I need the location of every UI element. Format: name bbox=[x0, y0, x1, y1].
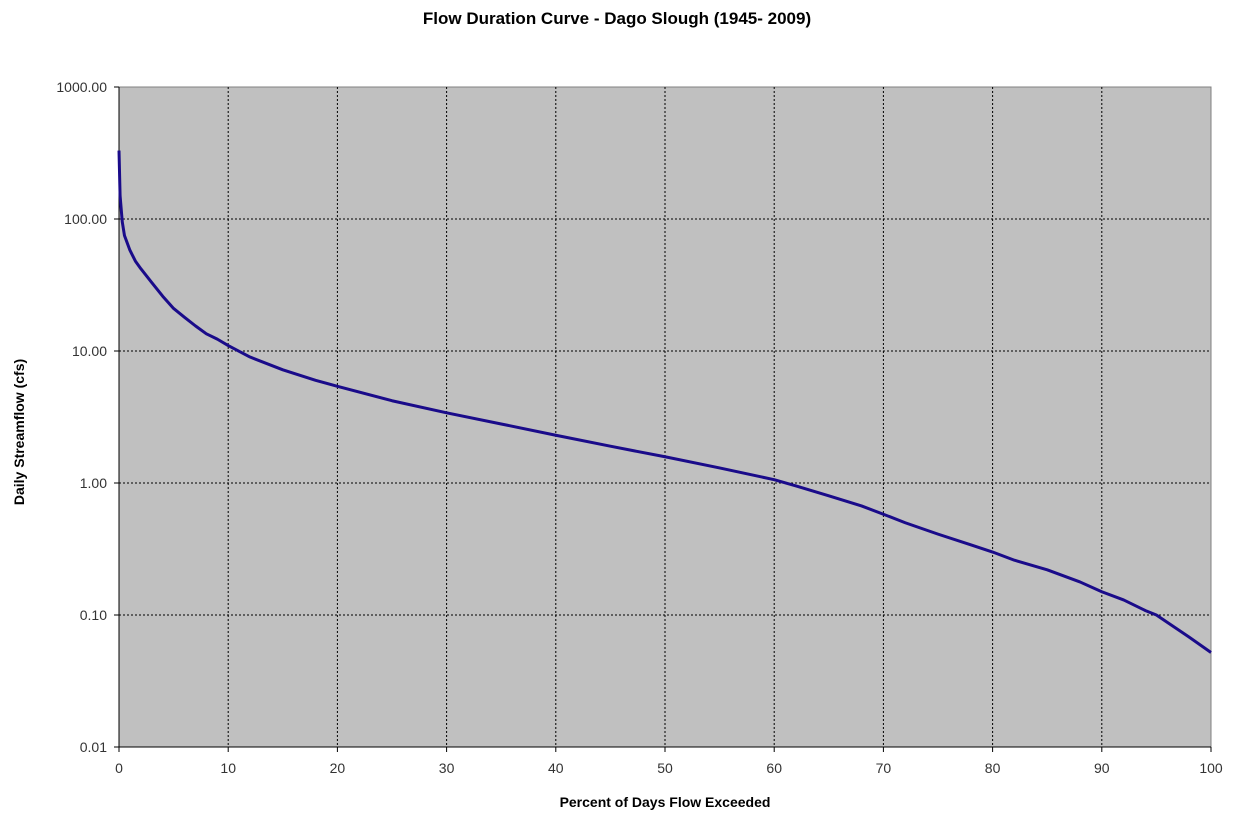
chart-title: Flow Duration Curve - Dago Slough (1945-… bbox=[423, 9, 811, 28]
x-tick-label: 20 bbox=[330, 760, 346, 776]
y-tick-label: 0.10 bbox=[80, 607, 107, 623]
y-tick-label: 100.00 bbox=[64, 211, 107, 227]
x-tick-label: 50 bbox=[657, 760, 673, 776]
series-line-0 bbox=[117, 150, 1212, 654]
x-tick-label: 0 bbox=[115, 760, 123, 776]
x-tick-label: 80 bbox=[985, 760, 1001, 776]
y-tick-label: 10.00 bbox=[72, 343, 107, 359]
x-tick-label: 100 bbox=[1199, 760, 1223, 776]
y-axis-label: Daily Streamflow (cfs) bbox=[11, 359, 27, 505]
series-layer bbox=[117, 150, 1212, 654]
x-tick-label: 90 bbox=[1094, 760, 1110, 776]
x-tick-label: 40 bbox=[548, 760, 564, 776]
grid-lines bbox=[119, 87, 1211, 747]
y-tick-label: 0.01 bbox=[80, 739, 107, 755]
y-tick-label: 1000.00 bbox=[56, 79, 107, 95]
x-tick-label: 60 bbox=[766, 760, 782, 776]
x-tick-label: 70 bbox=[876, 760, 892, 776]
y-tick-label: 1.00 bbox=[80, 475, 107, 491]
x-axis-label: Percent of Days Flow Exceeded bbox=[560, 794, 771, 810]
x-tick-label: 30 bbox=[439, 760, 455, 776]
x-tick-label: 10 bbox=[220, 760, 236, 776]
axis-ticks: 0 10 20 30 40 50 60 70 80 90 100 1000.00 100.00 10.00… bbox=[56, 79, 1223, 776]
